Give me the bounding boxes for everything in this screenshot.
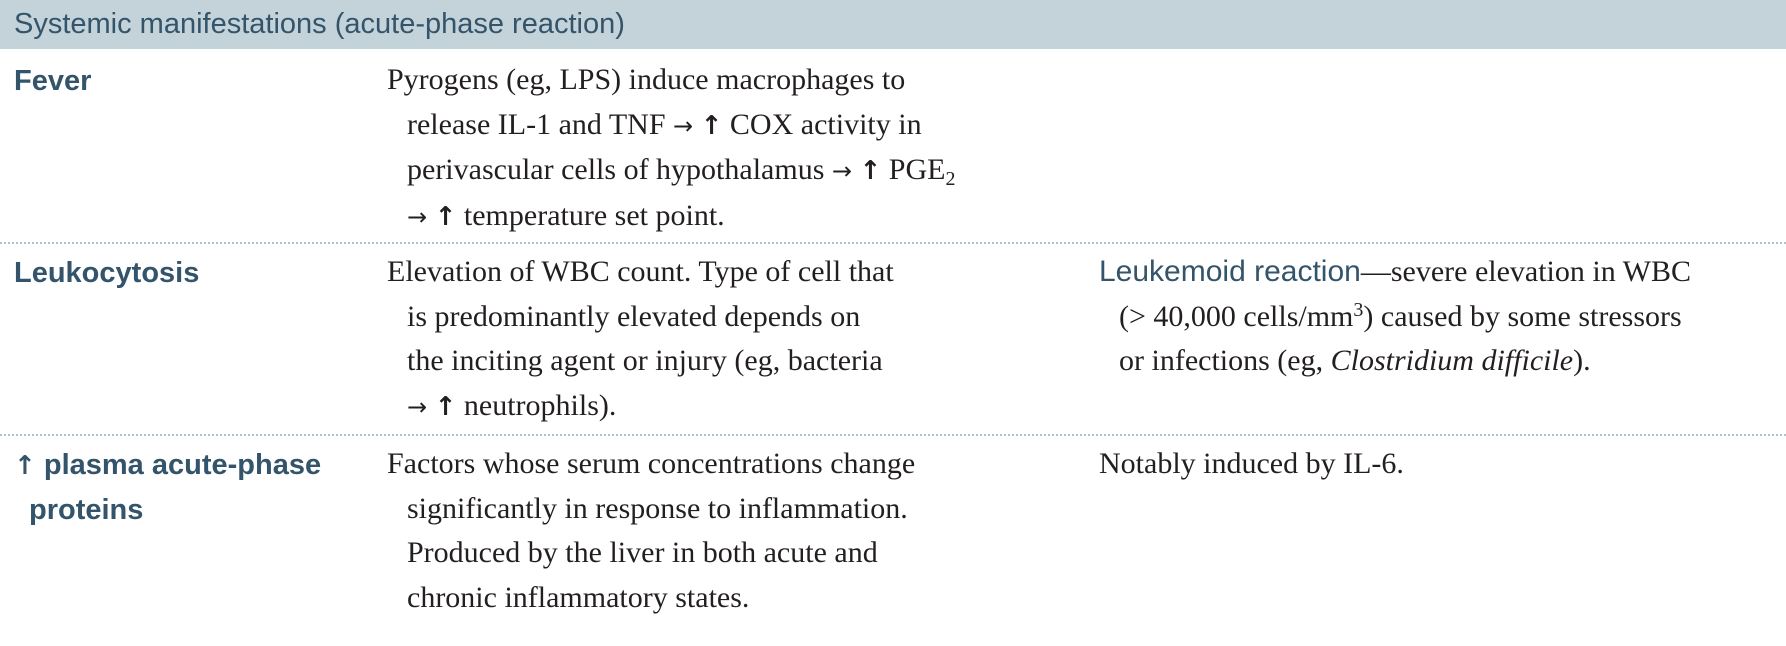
text-fragment: ). xyxy=(1573,344,1591,377)
note-line: Notably induced by IL-6. xyxy=(1099,447,1404,480)
text-fragment: ) caused by some stressors xyxy=(1363,299,1682,333)
arrow-up-icon: ↑ xyxy=(14,451,36,481)
description-line: the inciting agent or injury (eg, bacter… xyxy=(407,344,883,377)
text-fragment: plasma acute-phase xyxy=(43,449,322,481)
description-line: → ↑ temperature set point. xyxy=(387,194,955,240)
description-line: chronic inflammatory states. xyxy=(407,580,750,614)
arrow-right-icon: → xyxy=(673,111,694,140)
text-fragment: (> 40,000 cells/mm xyxy=(1119,299,1354,333)
description-fever: Pyrogens (eg, LPS) induce macrophages to… xyxy=(387,58,955,239)
arrow-right-icon: → xyxy=(407,392,428,421)
description-acute-phase-proteins: Factors whose serum concentrations chang… xyxy=(387,442,915,620)
description-line: Elevation of WBC count. Type of cell tha… xyxy=(387,255,894,288)
section-title: Systemic manifestations (acute-phase rea… xyxy=(14,8,625,40)
description-line: Factors whose serum concentrations chang… xyxy=(387,447,916,480)
arrow-up-icon: ↑ xyxy=(700,110,723,141)
term-line: proteins xyxy=(29,494,144,526)
subscript: 2 xyxy=(945,168,956,190)
arrow-up-icon: ↑ xyxy=(434,391,457,422)
text-fragment: release IL-1 and TNF xyxy=(407,107,666,141)
text-fragment: COX activity in xyxy=(729,107,922,141)
row-divider xyxy=(0,434,1786,436)
term-line: ↑ plasma acute-phase xyxy=(14,449,321,481)
description-line: perivascular cells of hypothalamus → ↑ P… xyxy=(387,148,955,194)
term-acute-phase-proteins: ↑ plasma acute-phase proteins xyxy=(14,443,321,532)
note-line: (> 40,000 cells/mm3) caused by some stre… xyxy=(1099,295,1691,340)
description-line: is predominantly elevated depends on xyxy=(407,299,861,333)
table-row-leukocytosis: Leukocytosis Elevation of WBC count. Typ… xyxy=(0,250,1786,422)
description-line: Pyrogens (eg, LPS) induce macrophages to xyxy=(387,63,906,96)
text-fragment: neutrophils). xyxy=(463,388,617,422)
note-line: or infections (eg, Clostridium difficile… xyxy=(1099,339,1691,384)
arrow-right-icon: → xyxy=(407,202,428,231)
note-leukocytosis: Leukemoid reaction—severe elevation in W… xyxy=(1099,250,1691,384)
text-fragment: temperature set point. xyxy=(463,198,725,232)
italic-organism-name: Clostridium difficile xyxy=(1330,344,1574,377)
superscript: 3 xyxy=(1353,298,1364,321)
section-header: Systemic manifestations (acute-phase rea… xyxy=(0,0,1786,49)
description-line: release IL-1 and TNF → ↑ COX activity in xyxy=(387,103,955,149)
arrow-up-icon: ↑ xyxy=(859,156,882,186)
text-fragment: perivascular cells of hypothalamus xyxy=(407,153,825,186)
description-line: Produced by the liver in both acute and xyxy=(407,536,878,569)
term-fever: Fever xyxy=(14,65,92,97)
text-fragment: or infections (eg, xyxy=(1119,344,1331,377)
table-row-acute-phase-proteins: ↑ plasma acute-phase proteins Factors wh… xyxy=(0,442,1786,622)
description-leukocytosis: Elevation of WBC count. Type of cell tha… xyxy=(387,250,894,429)
table-row-fever: Fever Pyrogens (eg, LPS) induce macropha… xyxy=(0,58,1786,232)
text-fragment: —severe elevation in WBC xyxy=(1360,255,1692,288)
keyword-leukemoid-reaction: Leukemoid reaction xyxy=(1099,255,1361,288)
note-acute-phase-proteins: Notably induced by IL-6. xyxy=(1099,442,1404,487)
description-line: → ↑ neutrophils). xyxy=(387,384,894,430)
note-line: Leukemoid reaction—severe elevation in W… xyxy=(1099,250,1691,295)
text-fragment: PGE xyxy=(888,153,946,186)
description-line: significantly in response to inflammatio… xyxy=(407,491,908,525)
term-leukocytosis: Leukocytosis xyxy=(14,257,200,289)
row-divider xyxy=(0,242,1786,244)
arrow-right-icon: → xyxy=(831,157,852,185)
arrow-up-icon: ↑ xyxy=(434,201,457,232)
